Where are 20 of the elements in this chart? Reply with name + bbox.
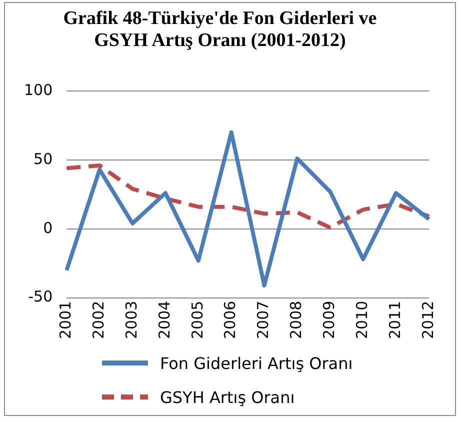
x-tick-label: 2010 [353,300,372,340]
y-tick-label: 0 [43,218,53,237]
x-tick-label: 2004 [155,300,174,340]
legend-label: Fon Giderleri Artış Oranı [160,354,353,372]
chart-title: Grafik 48-Türkiye'de Fon Giderleri ve GSYH Artış Oranı (2001-2012) [62,8,378,52]
x-tick-label: 2001 [56,300,75,340]
y-tick-label: 50 [34,150,53,168]
x-tick-label: 2008 [287,300,306,340]
y-tick-label: -50 [28,288,53,306]
x-tick-label: 2009 [320,300,338,340]
line-series [64,163,431,230]
x-tick-label: 2003 [122,300,140,340]
legend-label: GSYH Artış Oranı [160,388,295,406]
x-tick-label: 2011 [386,300,404,340]
x-tick-label: 2005 [188,300,206,340]
y-tick-label: 100 [24,80,53,99]
x-tick-label: 2006 [221,300,240,340]
x-tick-label: 2007 [254,300,272,340]
x-tick-label: 2002 [89,300,108,340]
x-tick-label: 2012 [418,300,437,340]
